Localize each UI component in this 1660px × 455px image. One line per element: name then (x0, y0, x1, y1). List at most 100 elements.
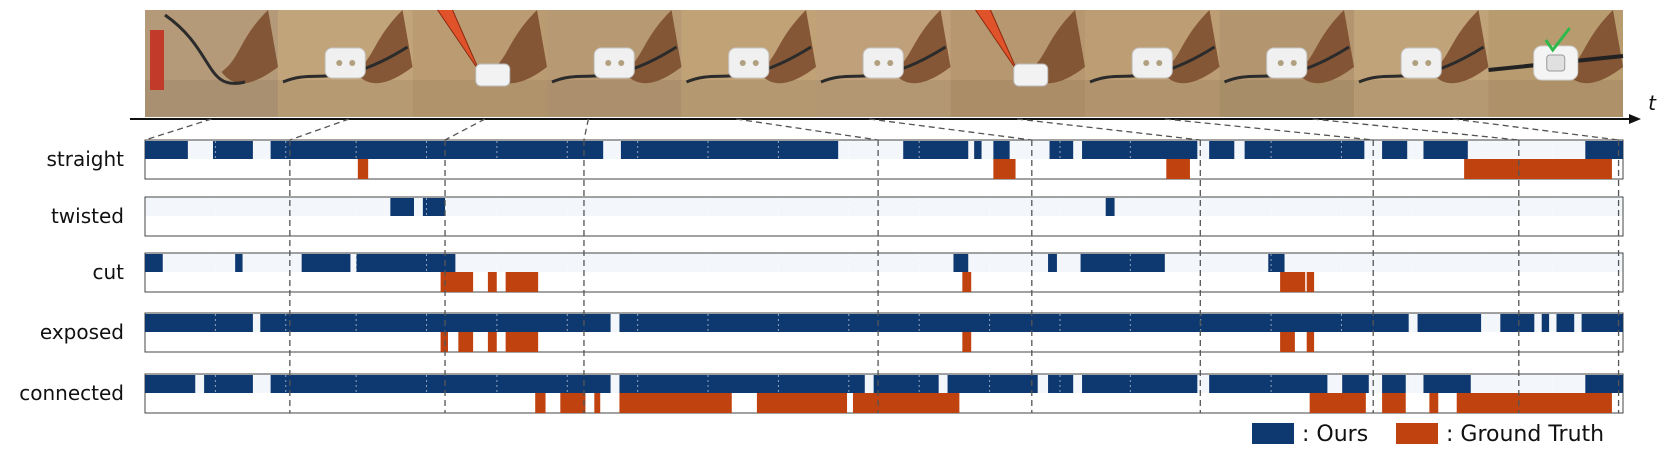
ours-segment-connected-6 (947, 375, 1038, 393)
frame-11-hand (1565, 10, 1623, 84)
ours-segment-twisted-3 (1105, 198, 1115, 216)
frame-7-switch (1013, 63, 1049, 87)
gt-segment-straight-3 (1166, 159, 1190, 179)
gt-segment-exposed-3 (487, 332, 497, 352)
gt-segment-exposed-6 (1280, 332, 1295, 352)
row-label-twisted: twisted (51, 204, 124, 228)
frame-11-switch-button (1546, 54, 1566, 72)
ours-segment-twisted-1 (390, 198, 414, 216)
frame-1-red-tool (150, 30, 164, 90)
row-twisted (144, 196, 1624, 237)
ours-segment-exposed-2 (260, 314, 611, 332)
ours-segment-straight-6 (974, 141, 982, 159)
ours-segment-connected-9 (1209, 375, 1328, 393)
ours-segment-connected-7 (1048, 375, 1074, 393)
gt-segment-connected-8 (1382, 393, 1406, 413)
ours-segment-cut-7 (1080, 254, 1165, 272)
frame-2-hand (355, 10, 413, 84)
frame-5-switch (728, 47, 770, 79)
frame-9-screw (1277, 60, 1284, 66)
ours-segment-connected-1 (145, 375, 196, 393)
dash-link-8 (1312, 118, 1519, 141)
ours-segment-connected-10 (1342, 375, 1369, 393)
frame-10-screw-2 (1425, 60, 1432, 66)
row-label-straight: straight (46, 147, 124, 171)
legend-swatch-ours (1252, 423, 1294, 444)
ours-segment-connected-11 (1382, 375, 1406, 393)
frame-10 (1354, 10, 1489, 117)
ours-segment-connected-13 (1585, 375, 1623, 393)
frame-10-shade (1354, 80, 1489, 117)
frame-4 (547, 10, 682, 117)
frame-5-screw-2 (752, 60, 759, 66)
ours-segment-exposed-4 (1417, 314, 1482, 332)
frame-2-screw-2 (349, 60, 356, 66)
ours-segment-exposed-7 (1556, 314, 1575, 332)
dash-link-6 (1016, 118, 1201, 141)
frame-1-hand (221, 10, 279, 84)
frame-11-check-icon (1544, 27, 1571, 53)
frame-11-shade (1488, 80, 1623, 117)
frame-8-switch (1131, 47, 1173, 79)
frame-1 (145, 10, 279, 117)
frame-6-shade (816, 80, 951, 117)
dash-link-5 (869, 118, 1032, 141)
gt-segment-connected-9 (1429, 393, 1439, 413)
row-exposed (144, 312, 1624, 353)
ours-segment-connected-2 (204, 375, 253, 393)
gt-segment-connected-6 (852, 393, 960, 413)
dash-link-4 (736, 118, 879, 141)
gt-segment-connected-7 (1309, 393, 1366, 413)
frame-9-switch (1266, 47, 1308, 79)
gt-segment-exposed-4 (505, 332, 539, 352)
frame-11 (1488, 10, 1624, 117)
frame-8-screw-2 (1156, 60, 1163, 66)
gt-segment-connected-10 (1456, 393, 1612, 413)
dash-link-3 (583, 118, 590, 141)
legend-swatch-gt (1396, 423, 1438, 444)
ours-segment-cut-1 (145, 254, 163, 272)
legend-label-ours: : Ours (1302, 422, 1368, 447)
frame-10-screw (1412, 60, 1419, 66)
gt-segment-exposed-2 (458, 332, 474, 352)
row-label-exposed: exposed (40, 320, 124, 344)
ours-segment-straight-14 (1585, 141, 1623, 159)
time-axis-arrowhead (1629, 114, 1641, 124)
frame-2-switch (324, 47, 366, 79)
frame-6-switch (862, 47, 904, 79)
frame-6-hand (893, 10, 951, 84)
ours-segment-cut-6 (1048, 254, 1057, 272)
frame-4-screw (605, 60, 612, 66)
ours-segment-exposed-6 (1541, 314, 1550, 332)
ours-segment-connected-3 (270, 375, 611, 393)
row-label-connected: connected (19, 381, 124, 405)
ours-segment-exposed-8 (1581, 314, 1623, 332)
frame-strip (145, 9, 1624, 117)
gt-segment-connected-3 (594, 393, 601, 413)
frame-4-hand (624, 10, 682, 84)
row-label-cut: cut (92, 260, 124, 284)
gt-segment-cut-3 (505, 272, 539, 292)
ours-segment-straight-1 (145, 141, 188, 159)
ours-segment-twisted-2 (422, 198, 446, 216)
ours-segment-cut-8 (1268, 254, 1285, 272)
ours-segment-exposed-5 (1500, 314, 1535, 332)
frame-5-screw (739, 60, 746, 66)
row-straight (144, 139, 1624, 180)
ours-segment-cut-2 (235, 254, 243, 272)
gt-segment-cut-4 (962, 272, 972, 292)
ours-segment-straight-10 (1209, 141, 1235, 159)
gt-segment-cut-1 (440, 272, 474, 292)
frame-8-shade (1085, 80, 1220, 117)
frame-9-shade (1219, 80, 1355, 117)
frame-2-shade (278, 80, 413, 117)
row-connected (144, 373, 1624, 414)
time-axis-label: t (1648, 91, 1657, 115)
frame-9 (1219, 10, 1355, 117)
frame-6-screw (874, 60, 881, 66)
gt-segment-cut-5 (1280, 272, 1306, 292)
row-twisted-ours-track (145, 197, 1623, 216)
gt-segment-cut-2 (487, 272, 497, 292)
